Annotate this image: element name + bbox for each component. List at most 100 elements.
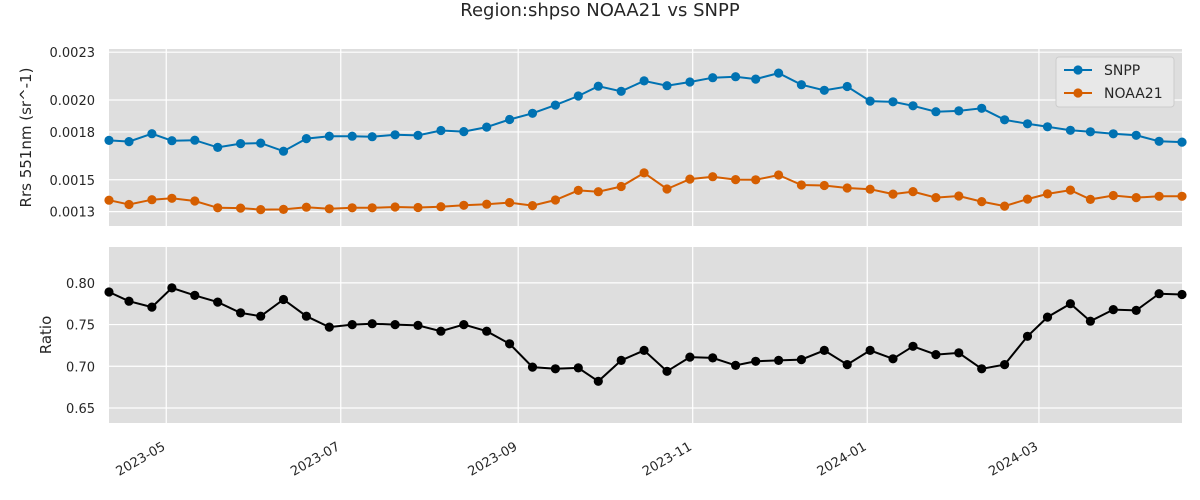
data-point [390,202,400,212]
data-point [347,131,357,141]
data-point [1154,136,1164,146]
data-point [213,297,223,307]
data-point [1131,193,1141,203]
data-point [573,185,583,195]
data-point [278,204,289,214]
legend-label: SNPP [1104,63,1140,79]
data-point [774,355,784,365]
data-point [593,187,603,197]
data-point [977,197,987,207]
data-point [708,172,718,182]
data-point [977,103,987,113]
data-point [931,350,941,360]
y-axis-label: Rrs 551nm (sr^-1) [17,68,35,208]
data-point [236,203,246,213]
data-point [662,81,672,91]
data-point [1131,130,1141,140]
data-point [550,364,561,374]
data-point [324,204,334,214]
data-point [685,352,695,362]
data-point [1177,191,1187,201]
data-point [888,189,898,199]
data-point [413,202,423,213]
data-point [482,122,492,132]
data-point [751,356,761,366]
data-point [124,137,134,147]
data-point [147,302,157,312]
x-tick-label: 2023-07 [288,439,343,479]
data-point [751,74,761,84]
data-point [774,68,784,78]
data-point [1108,129,1118,139]
data-point [390,320,400,330]
data-point [505,198,515,208]
data-point [436,326,446,336]
data-point [413,320,423,330]
data-point [124,199,134,210]
panel-0: 0.0013 0.0015 0.0018 0.0020 0.0023 Rrs 551nm … [17,46,1187,226]
data-point [639,168,649,178]
x-tick-label: 2023-11 [640,439,695,479]
data-point [819,345,829,355]
data-point [550,100,561,110]
data-point [842,183,852,193]
data-point [865,345,875,355]
data-point [1177,289,1187,300]
data-point [1065,185,1075,195]
data-point [527,362,538,372]
data-point [1085,127,1095,137]
data-point [708,73,718,83]
y-tick-label: 0.75 [66,319,95,334]
data-point [731,72,741,82]
plot-area [109,49,1182,226]
y-tick-label: 0.0020 [50,94,96,109]
data-point [685,174,695,184]
data-point [908,341,918,351]
y-tick-label: 0.65 [66,402,95,417]
data-point [1000,115,1010,125]
data-point [1085,316,1095,326]
legend-marker [1073,65,1083,75]
y-axis-label: Ratio [37,316,55,355]
data-point [505,114,515,125]
data-point [482,326,492,336]
data-point [1042,122,1053,132]
data-point [1000,201,1010,211]
data-point [908,187,918,197]
data-point [908,101,918,111]
data-point [616,355,626,365]
data-point [459,200,469,210]
data-point [301,202,311,212]
data-point [685,77,695,87]
data-point [796,355,807,365]
data-point [104,287,114,297]
data-point [1042,189,1053,199]
y-tick-label: 0.0015 [50,174,96,189]
data-point [796,180,807,190]
data-point [459,320,469,330]
data-point [865,96,875,106]
data-point [256,205,266,215]
data-point [865,184,875,194]
data-point [213,203,223,213]
legend-label: NOAA21 [1104,86,1163,102]
data-point [593,376,603,386]
data-point [413,130,423,140]
data-point [639,345,649,355]
x-tick-label: 2024-01 [815,439,870,479]
data-point [1022,194,1033,204]
data-point [367,319,377,329]
data-point [104,195,114,205]
data-point [1177,137,1187,147]
y-tick-label: 0.0023 [50,46,96,61]
y-tick-label: 0.0018 [50,126,96,141]
data-point [731,175,741,185]
data-point [1108,190,1118,201]
data-point [167,193,177,203]
data-point [842,360,852,370]
data-point [616,86,626,96]
data-point [256,311,266,321]
y-tick-label: 0.80 [66,277,95,292]
y-tick-label: 0.0013 [50,206,96,221]
